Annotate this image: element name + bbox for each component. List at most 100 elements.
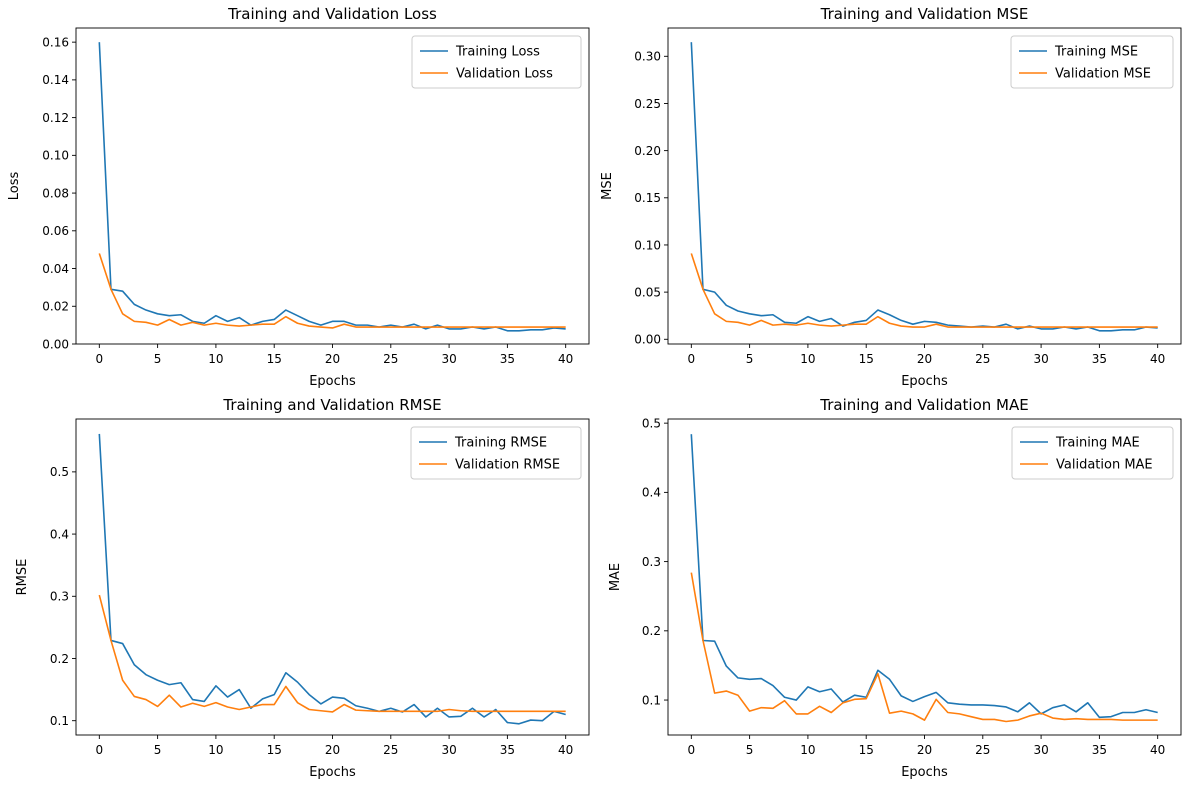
y-tick-label: 0.1 <box>50 714 69 728</box>
y-tick-label: 0.00 <box>42 337 69 351</box>
y-tick-label: 0.2 <box>642 624 661 638</box>
x-tick-label: 15 <box>859 743 874 757</box>
x-tick-label: 30 <box>1033 352 1048 366</box>
y-tick-label: 0.02 <box>42 300 69 314</box>
legend: Training MSE Validation MSE <box>1010 35 1174 89</box>
x-tick-label: 20 <box>325 743 340 757</box>
x-tick-label: 20 <box>917 743 932 757</box>
y-tick-label: 0.1 <box>642 693 661 707</box>
x-tick-label: 5 <box>154 743 162 757</box>
x-tick-label: 40 <box>1150 352 1165 366</box>
x-tick-label: 0 <box>95 743 103 757</box>
y-tick-label: 0.5 <box>642 416 661 430</box>
legend-box <box>410 426 582 480</box>
x-axis-label: Epochs <box>309 765 356 780</box>
x-tick-label: 25 <box>383 743 398 757</box>
training-series-legend-label: Training MAE <box>1055 436 1140 451</box>
validation-series-legend-label: Validation RMSE <box>455 458 560 473</box>
x-tick-label: 40 <box>558 743 573 757</box>
y-tick-label: 0.06 <box>42 224 69 238</box>
x-axis-label: Epochs <box>309 374 356 389</box>
x-tick-label: 25 <box>383 352 398 366</box>
x-axis-label: Epochs <box>901 765 948 780</box>
x-tick-label: 10 <box>208 743 223 757</box>
x-tick-label: 0 <box>687 743 695 757</box>
training-series-line <box>98 433 566 725</box>
x-tick-label: 0 <box>687 352 695 366</box>
chart-title: Training and Validation MSE <box>820 5 1029 23</box>
chart-title: Training and Validation MAE <box>819 396 1028 414</box>
validation-series-line <box>690 253 1158 328</box>
x-tick-label: 20 <box>325 352 340 366</box>
x-tick-label: 10 <box>800 743 815 757</box>
training-series-legend-label: Training RMSE <box>454 436 547 451</box>
y-tick-label: 0.12 <box>42 111 69 125</box>
y-tick-label: 0.4 <box>642 486 661 500</box>
x-tick-label: 35 <box>500 352 515 366</box>
y-tick-label: 0.3 <box>642 555 661 569</box>
legend-box <box>1010 35 1174 89</box>
y-axis-label: MAE <box>608 563 623 591</box>
y-tick-label: 0.10 <box>634 238 661 252</box>
validation-series-legend-label: Validation Loss <box>456 67 553 82</box>
x-axis-label: Epochs <box>901 374 948 389</box>
chart-title: Training and Validation Loss <box>227 5 437 23</box>
x-tick-label: 15 <box>267 352 282 366</box>
chart-panel-4: Training and Validation MAE 0 5 10 15 20 25 30 3… <box>608 396 1182 780</box>
y-tick-label: 0.08 <box>42 186 69 200</box>
x-tick-label: 35 <box>1092 743 1107 757</box>
training-series-line <box>98 42 566 332</box>
y-tick-label: 0.5 <box>50 465 69 479</box>
training-series-legend-label: Training Loss <box>455 45 540 60</box>
y-tick-label: 0.05 <box>634 285 661 299</box>
x-tick-label: 5 <box>746 743 754 757</box>
y-tick-label: 0.3 <box>50 590 69 604</box>
y-tick-label: 0.00 <box>634 333 661 347</box>
training-series-line <box>690 42 1158 332</box>
x-tick-label: 40 <box>1150 743 1165 757</box>
x-tick-label: 5 <box>154 352 162 366</box>
training-series-line <box>690 434 1158 719</box>
validation-series-line <box>98 253 566 329</box>
x-tick-label: 30 <box>441 352 456 366</box>
x-tick-label: 20 <box>917 352 932 366</box>
x-tick-label: 15 <box>267 743 282 757</box>
x-tick-label: 40 <box>558 352 573 366</box>
validation-series-line <box>98 594 566 713</box>
chart-panel-2: Training and Validation MSE 0 5 10 15 20 25 30 3… <box>600 5 1182 389</box>
validation-series-line <box>690 572 1158 723</box>
chart-panel-1: Training and Validation Loss 0 5 10 15 20 25 30… <box>7 5 590 389</box>
x-tick-label: 10 <box>208 352 223 366</box>
x-tick-label: 30 <box>441 743 456 757</box>
x-tick-label: 25 <box>975 352 990 366</box>
validation-series-legend-label: Validation MSE <box>1055 67 1151 82</box>
validation-series-legend-label: Validation MAE <box>1056 458 1153 473</box>
x-tick-label: 10 <box>800 352 815 366</box>
y-tick-label: 0.2 <box>50 652 69 666</box>
chart-panel-3: Training and Validation RMSE 0 5 10 15 20 25 30… <box>15 396 590 780</box>
legend-box <box>1011 426 1174 480</box>
x-tick-label: 35 <box>500 743 515 757</box>
legend: Training MAE Validation MAE <box>1011 426 1174 480</box>
y-tick-label: 0.15 <box>634 191 661 205</box>
legend-box <box>411 35 582 89</box>
y-tick-label: 0.25 <box>634 97 661 111</box>
y-axis-label: MSE <box>600 172 615 200</box>
x-tick-label: 0 <box>95 352 103 366</box>
x-tick-label: 35 <box>1092 352 1107 366</box>
y-tick-label: 0.10 <box>42 149 69 163</box>
y-tick-label: 0.14 <box>42 73 69 87</box>
y-axis-label: RMSE <box>15 559 30 596</box>
legend: Training Loss Validation Loss <box>411 35 582 89</box>
x-tick-label: 30 <box>1033 743 1048 757</box>
x-tick-label: 15 <box>859 352 874 366</box>
y-tick-label: 0.4 <box>50 527 69 541</box>
x-tick-label: 5 <box>746 352 754 366</box>
x-tick-label: 25 <box>975 743 990 757</box>
y-tick-label: 0.20 <box>634 144 661 158</box>
chart-title: Training and Validation RMSE <box>222 396 441 414</box>
y-tick-label: 0.16 <box>42 35 69 49</box>
training-series-legend-label: Training MSE <box>1054 45 1138 60</box>
y-axis-label: Loss <box>7 172 22 201</box>
